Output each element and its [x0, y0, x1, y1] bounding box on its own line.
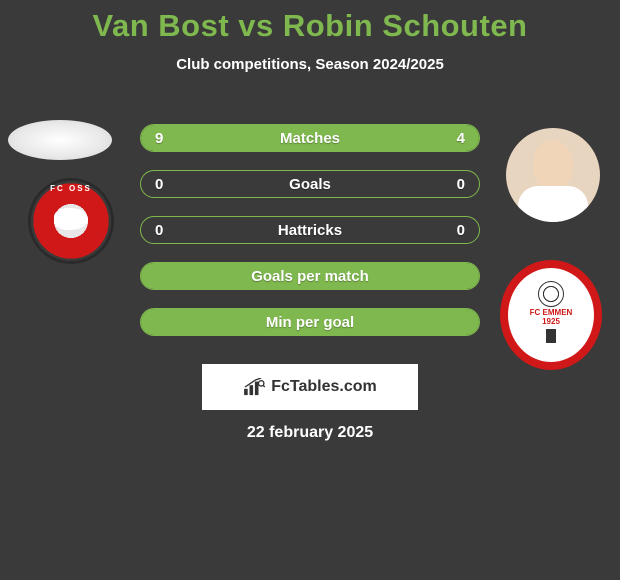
stat-value-right: 0 [457, 171, 465, 197]
stat-value-left: 9 [155, 125, 163, 151]
stat-row: Goals0 0 [140, 170, 480, 198]
stat-row: Min per goal [140, 308, 480, 336]
player-photo-left [8, 120, 112, 160]
stat-label: Goals [141, 171, 479, 197]
stat-label: Hattricks [141, 217, 479, 243]
stats-bars: Matches94Goals00Hattricks00Goals per mat… [140, 124, 480, 354]
watermark-text: FcTables.com [271, 378, 377, 396]
stat-row: Goals per match [140, 262, 480, 290]
stat-value-right: 4 [457, 125, 465, 151]
tower-icon [546, 329, 556, 343]
watermark: FcTables.com [202, 364, 418, 410]
club-badge-right: FC EMMEN1925 [500, 260, 602, 370]
stat-value-left: 0 [155, 217, 163, 243]
stat-value-left: 0 [155, 171, 163, 197]
ball-icon [538, 281, 564, 307]
date-text: 22 february 2025 [0, 424, 620, 442]
stat-value-right: 0 [457, 217, 465, 243]
club-name-left: FC OSS [28, 184, 114, 193]
stat-label: Min per goal [141, 309, 479, 335]
club-badge-left: FC OSS [28, 178, 114, 264]
club-name-right: FC EMMEN1925 [530, 309, 573, 327]
page-title: Van Bost vs Robin Schouten [0, 0, 620, 44]
chart-icon [243, 378, 265, 396]
stat-label: Goals per match [141, 263, 479, 289]
subtitle: Club competitions, Season 2024/2025 [0, 56, 620, 73]
stat-row: Hattricks0 0 [140, 216, 480, 244]
stat-row: Matches9 4 [140, 124, 480, 152]
player-photo-right [506, 128, 600, 222]
stat-label: Matches [141, 125, 479, 151]
